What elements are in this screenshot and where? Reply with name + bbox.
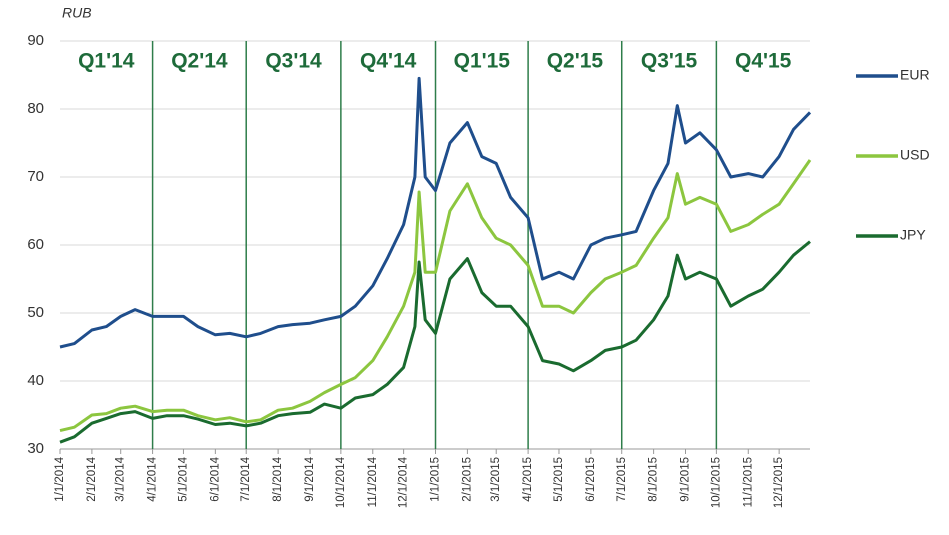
x-tick-label: 1/1/2014 <box>54 456 66 501</box>
x-tick-label: 5/1/2015 <box>553 457 565 502</box>
x-tick-label: 9/1/2015 <box>680 457 692 502</box>
x-tick-label: 3/1/2015 <box>490 457 502 502</box>
quarter-label: Q4'14 <box>360 50 417 73</box>
x-tick-label: 4/1/2015 <box>522 457 534 502</box>
quarter-label: Q2'15 <box>547 50 604 73</box>
quarter-label: Q1'15 <box>454 50 511 73</box>
y-tick-label: 90 <box>27 32 44 49</box>
x-tick-label: 8/1/2014 <box>272 456 284 501</box>
quarter-label: Q4'15 <box>735 50 792 73</box>
legend-label: JPY <box>900 227 926 243</box>
legend-label: EUR <box>900 67 930 83</box>
quarter-label: Q1'14 <box>78 50 135 73</box>
y-tick-label: 50 <box>27 304 44 321</box>
x-tick-label: 9/1/2014 <box>304 456 316 501</box>
x-tick-label: 2/1/2015 <box>461 457 473 502</box>
x-tick-label: 1/1/2015 <box>430 457 442 502</box>
x-tick-label: 11/1/2014 <box>367 456 379 507</box>
y-tick-label: 80 <box>27 100 44 117</box>
x-tick-label: 2/1/2014 <box>86 456 98 501</box>
x-tick-label: 5/1/2014 <box>177 456 189 501</box>
line-series <box>59 240 811 444</box>
x-tick-label: 11/1/2015 <box>742 457 754 507</box>
legend-label: USD <box>900 147 930 163</box>
y-tick-label: 70 <box>27 168 44 185</box>
y-tick-label: 40 <box>27 372 44 389</box>
x-tick-label: 10/1/2015 <box>710 457 722 508</box>
x-tick-label: 8/1/2015 <box>648 457 660 502</box>
quarter-label: Q3'15 <box>641 50 698 73</box>
x-tick-label: 12/1/2014 <box>398 456 410 508</box>
y-tick-label: 60 <box>27 236 44 253</box>
x-tick-label: 12/1/2015 <box>773 457 785 508</box>
y-axis-label: RUB <box>62 5 92 21</box>
x-tick-label: 6/1/2014 <box>209 456 221 501</box>
x-tick-label: 3/1/2014 <box>115 456 127 501</box>
x-tick-label: 6/1/2015 <box>585 457 597 502</box>
x-tick-label: 7/1/2014 <box>240 456 252 501</box>
x-tick-label: 4/1/2014 <box>147 456 159 501</box>
quarter-label: Q3'14 <box>265 50 322 73</box>
quarter-label: Q2'14 <box>171 50 228 73</box>
y-tick-label: 30 <box>27 440 44 457</box>
x-tick-label: 7/1/2015 <box>616 457 628 502</box>
x-tick-label: 10/1/2014 <box>335 456 347 508</box>
line-series <box>59 76 812 349</box>
line-series <box>59 159 812 433</box>
